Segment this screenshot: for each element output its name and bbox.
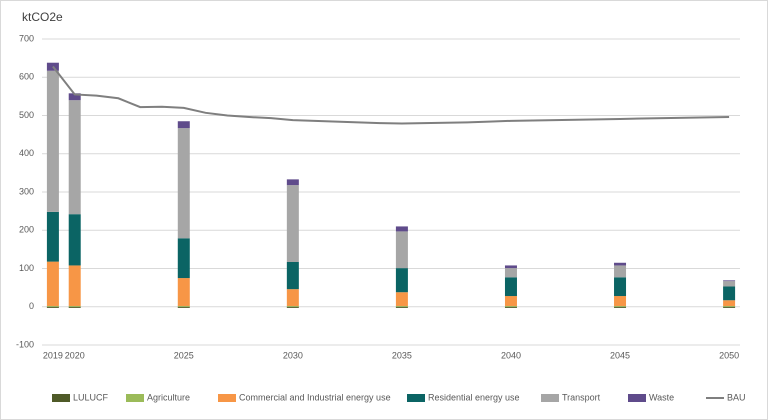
- bar-segment: [395, 292, 408, 306]
- legend-label: Residential energy use: [428, 392, 520, 402]
- y-tick-label: 700: [19, 33, 34, 43]
- bar-segment: [46, 306, 59, 308]
- bau-line: [52, 65, 730, 125]
- legend-label: Commercial and Industrial energy use: [239, 392, 391, 402]
- bar-segment: [395, 226, 408, 232]
- bar-segment: [68, 305, 81, 307]
- bar-segment: [286, 306, 299, 308]
- y-tick-label: 200: [19, 225, 34, 235]
- legend-label: Agriculture: [147, 392, 190, 402]
- bar-segment: [68, 214, 81, 266]
- bar-segment: [504, 306, 517, 308]
- bar-segment: [504, 277, 517, 297]
- bar-segment: [504, 265, 517, 269]
- bar-segment: [46, 211, 59, 262]
- y-tick-label: 500: [19, 110, 34, 120]
- bar-segment: [177, 306, 190, 308]
- legend-marker: [52, 394, 70, 402]
- x-tick-label: 2045: [610, 350, 630, 360]
- bar-segment: [723, 280, 736, 282]
- bar-segment: [68, 93, 81, 101]
- x-tick-label: 2020: [65, 350, 85, 360]
- x-tick-label: 2035: [392, 350, 412, 360]
- bar-segment: [286, 179, 299, 186]
- bar-segment: [177, 238, 190, 279]
- legend-marker: [126, 394, 144, 402]
- legend-marker: [628, 394, 646, 402]
- bar-segment: [177, 305, 190, 307]
- chart-title: ktCO2e: [22, 10, 63, 24]
- bar-segment: [614, 296, 627, 306]
- x-tick-label: 2040: [501, 350, 521, 360]
- bar-segment: [177, 121, 190, 129]
- bar-segment: [177, 128, 190, 239]
- x-tick-label: 2050: [719, 350, 739, 360]
- x-tick-label: 2025: [174, 350, 194, 360]
- bar-segment: [286, 305, 299, 307]
- bar-segment: [504, 296, 517, 306]
- bar-segment: [723, 281, 736, 287]
- legend-marker: [407, 394, 425, 402]
- bar-segment: [723, 286, 736, 301]
- y-tick-label: -100: [16, 339, 34, 349]
- legend-label: LULUCF: [73, 392, 109, 402]
- bar-segment: [614, 306, 627, 308]
- bar-segment: [68, 265, 81, 306]
- bar-segment: [614, 265, 627, 278]
- bar-segment: [395, 306, 408, 308]
- bar-segment: [723, 300, 736, 306]
- bar-segment: [46, 305, 59, 307]
- bar-segment: [614, 305, 627, 307]
- legend-label: Waste: [649, 392, 674, 402]
- y-tick-label: 400: [19, 148, 34, 158]
- bar-segment: [395, 268, 408, 293]
- x-tick-label: 2019: [43, 350, 63, 360]
- bar-segment: [504, 268, 517, 278]
- x-tick-label: 2030: [283, 350, 303, 360]
- bar-segment: [286, 261, 299, 290]
- bar-segment: [723, 305, 736, 307]
- bar-segment: [395, 305, 408, 307]
- bar-segment: [177, 278, 190, 306]
- bar-segment: [68, 100, 81, 215]
- y-tick-label: 300: [19, 186, 34, 196]
- legend-marker: [218, 394, 236, 402]
- bar-segment: [68, 306, 81, 308]
- y-tick-label: 0: [29, 301, 34, 311]
- bar-segment: [504, 305, 517, 307]
- legend-label: BAU: [727, 392, 746, 402]
- bar-segment: [395, 231, 408, 269]
- bar-segment: [46, 261, 59, 306]
- bar-segment: [286, 185, 299, 262]
- legend-marker: [541, 394, 559, 402]
- legend-label: Transport: [562, 392, 601, 402]
- bar-segment: [46, 70, 59, 212]
- bar-segment: [614, 262, 627, 266]
- bar-segment: [286, 289, 299, 306]
- bar-segment: [614, 277, 627, 297]
- bar-segment: [723, 306, 736, 308]
- y-tick-label: 100: [19, 263, 34, 273]
- y-tick-label: 600: [19, 72, 34, 82]
